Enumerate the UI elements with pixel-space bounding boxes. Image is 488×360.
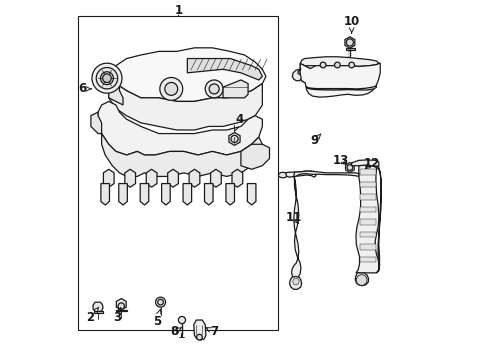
Polygon shape: [305, 86, 376, 90]
Text: 3: 3: [113, 308, 121, 324]
Polygon shape: [91, 112, 102, 134]
Polygon shape: [278, 172, 286, 178]
Polygon shape: [355, 165, 379, 273]
Circle shape: [334, 62, 340, 68]
Polygon shape: [204, 184, 213, 205]
Circle shape: [178, 316, 185, 324]
Polygon shape: [187, 59, 262, 80]
Polygon shape: [247, 184, 255, 205]
Text: 8: 8: [170, 325, 182, 338]
Circle shape: [346, 165, 352, 170]
Polygon shape: [183, 184, 191, 205]
Text: 12: 12: [363, 157, 379, 170]
Polygon shape: [116, 310, 126, 311]
Polygon shape: [93, 302, 103, 312]
Polygon shape: [359, 194, 375, 200]
Polygon shape: [359, 219, 375, 225]
Polygon shape: [285, 171, 315, 177]
Polygon shape: [345, 48, 354, 50]
Polygon shape: [289, 276, 301, 289]
Circle shape: [356, 275, 366, 285]
Polygon shape: [359, 232, 375, 237]
Circle shape: [160, 77, 183, 100]
Polygon shape: [359, 207, 375, 212]
Polygon shape: [119, 184, 127, 205]
Text: 9: 9: [309, 134, 321, 147]
Polygon shape: [293, 171, 358, 176]
Circle shape: [205, 80, 223, 98]
Polygon shape: [241, 144, 269, 169]
Polygon shape: [300, 64, 310, 84]
Text: 4: 4: [234, 113, 243, 131]
Circle shape: [118, 303, 124, 309]
Circle shape: [196, 334, 202, 340]
Polygon shape: [167, 169, 178, 187]
Polygon shape: [345, 162, 353, 172]
Polygon shape: [146, 169, 157, 187]
Polygon shape: [231, 169, 242, 187]
Polygon shape: [359, 257, 375, 262]
Polygon shape: [291, 176, 300, 278]
Circle shape: [320, 62, 325, 68]
Circle shape: [102, 74, 111, 82]
Polygon shape: [376, 166, 381, 273]
Polygon shape: [300, 63, 380, 97]
Polygon shape: [210, 169, 221, 187]
Polygon shape: [351, 160, 378, 167]
Text: 10: 10: [343, 14, 359, 33]
Text: 1: 1: [174, 4, 182, 17]
Polygon shape: [193, 320, 205, 340]
Polygon shape: [292, 68, 300, 81]
Polygon shape: [344, 37, 354, 48]
Polygon shape: [140, 184, 148, 205]
Polygon shape: [112, 48, 265, 102]
Polygon shape: [116, 298, 126, 310]
Polygon shape: [359, 244, 375, 249]
Polygon shape: [359, 182, 375, 187]
Text: 2: 2: [86, 307, 99, 324]
Polygon shape: [300, 57, 378, 66]
Polygon shape: [108, 73, 262, 130]
Polygon shape: [98, 102, 262, 155]
Circle shape: [348, 62, 354, 68]
Text: 13: 13: [332, 154, 348, 167]
Circle shape: [346, 39, 353, 46]
Circle shape: [209, 84, 219, 94]
Polygon shape: [292, 278, 299, 285]
Polygon shape: [108, 80, 123, 105]
Polygon shape: [124, 169, 135, 187]
Text: 5: 5: [153, 309, 161, 328]
Circle shape: [101, 72, 113, 85]
Polygon shape: [225, 184, 234, 205]
Text: 6: 6: [78, 82, 91, 95]
Polygon shape: [94, 311, 103, 313]
Polygon shape: [162, 184, 170, 205]
Text: 7: 7: [206, 325, 218, 338]
Polygon shape: [354, 273, 367, 286]
Circle shape: [164, 82, 177, 95]
Circle shape: [157, 299, 163, 305]
Polygon shape: [359, 169, 375, 175]
Circle shape: [155, 297, 165, 307]
Polygon shape: [189, 169, 200, 187]
Circle shape: [92, 63, 122, 93]
Polygon shape: [102, 134, 262, 176]
Text: 11: 11: [285, 211, 301, 224]
Circle shape: [96, 67, 118, 89]
Polygon shape: [103, 169, 114, 187]
Bar: [78, 16, 278, 330]
Circle shape: [230, 135, 238, 143]
Polygon shape: [101, 184, 109, 205]
Polygon shape: [223, 80, 247, 98]
Polygon shape: [228, 132, 240, 145]
